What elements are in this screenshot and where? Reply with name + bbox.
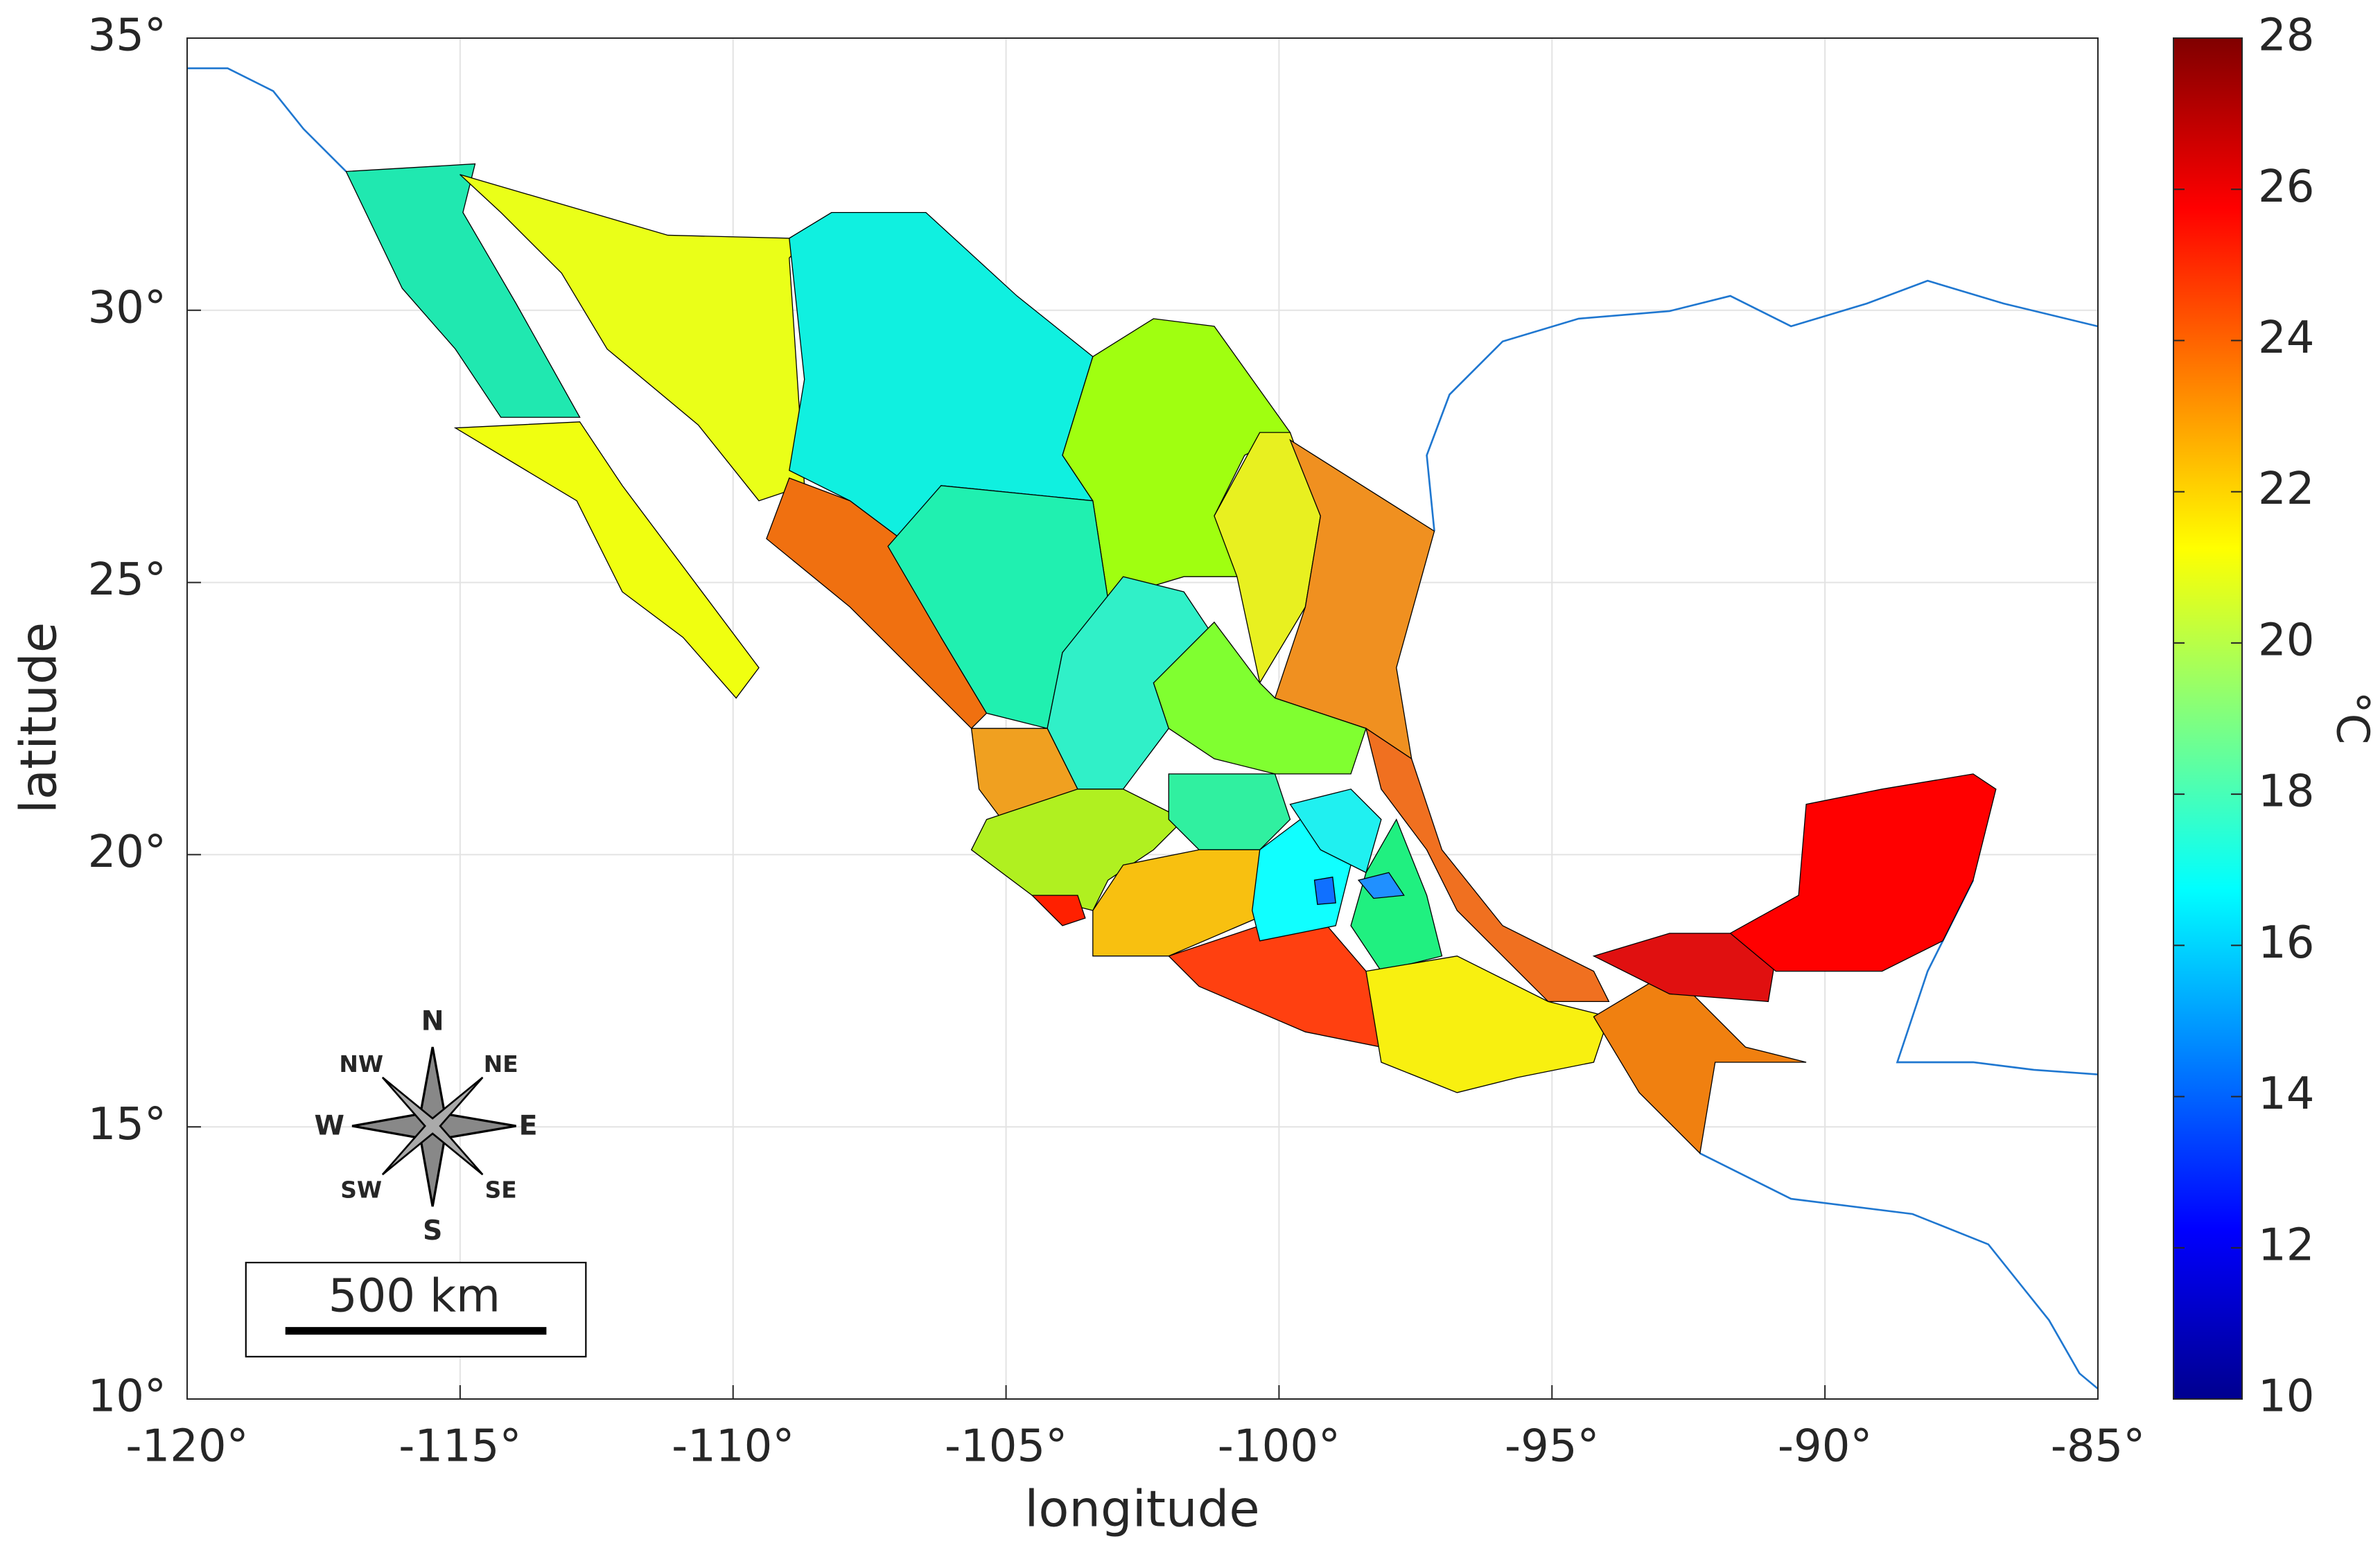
y-tick-label: 35° (88, 10, 166, 62)
compass-label: SW (340, 1177, 382, 1204)
colorbar-tick-label: 10 (2258, 1371, 2314, 1423)
map: N NE E SE S SW W NW 500 km (186, 67, 2099, 1389)
colorbar-tick-label: 28 (2258, 10, 2314, 62)
x-axis-label: longitude (1024, 1480, 1259, 1538)
coastline (1699, 1152, 2099, 1389)
x-tick-label: -110° (672, 1421, 794, 1472)
state (453, 421, 760, 699)
axes-box (186, 37, 2099, 1400)
compass-label: N (421, 1005, 444, 1037)
y-tick-label: 20° (88, 827, 166, 878)
colorbar-tick-label: 24 (2258, 313, 2314, 364)
colorbar-tick-label: 26 (2258, 161, 2314, 213)
y-tick-label: 15° (88, 1099, 166, 1150)
x-tick-label: -90° (1778, 1421, 1873, 1472)
y-axis-label: latitude (10, 622, 68, 813)
state (1168, 773, 1291, 851)
x-tick-label: -105° (945, 1421, 1067, 1472)
state (1313, 877, 1336, 905)
compass-label: W (314, 1110, 344, 1142)
state (766, 477, 988, 730)
compass-label: S (423, 1215, 442, 1247)
y-tick-label: 10° (88, 1371, 166, 1423)
state (1357, 872, 1405, 899)
coastline (1426, 279, 2098, 531)
colorbar-tick-label: 16 (2258, 917, 2314, 969)
state (1593, 970, 1807, 1154)
state (1729, 773, 1997, 972)
x-tick-label: -115° (399, 1421, 521, 1472)
y-tick-label: 25° (88, 554, 166, 606)
colorbar-label: °C (2326, 692, 2377, 745)
colorbar-tick-label: 14 (2258, 1068, 2314, 1120)
x-tick-label: -95° (1505, 1421, 1600, 1472)
scale-bar: 500 km (245, 1261, 587, 1357)
colorbar-tick-label: 22 (2258, 464, 2314, 515)
colorbar-tick-label: 20 (2258, 615, 2314, 666)
x-tick-label: -100° (1218, 1421, 1340, 1472)
compass-label: NE (484, 1051, 518, 1077)
compass-label: E (519, 1110, 538, 1142)
y-tick-label: 30° (88, 282, 166, 333)
colorbar (2173, 37, 2243, 1400)
state (1031, 895, 1086, 926)
state (1289, 789, 1382, 874)
coastline (186, 67, 347, 173)
coastline (1896, 879, 2098, 1075)
state (1153, 621, 1367, 775)
compass: N NE E SE S SW W NW (314, 1005, 537, 1247)
state (1365, 956, 1610, 1093)
colorbar-tick-label: 12 (2258, 1220, 2314, 1271)
state (1365, 727, 1610, 1003)
x-tick-label: -120° (125, 1421, 248, 1472)
colorbar-tick-label: 18 (2258, 766, 2314, 818)
compass-label: SE (485, 1177, 517, 1204)
scale-bar-label: 500 km (329, 1270, 500, 1323)
compass-label: NW (339, 1051, 383, 1077)
x-tick-label: -85° (2051, 1421, 2146, 1472)
state (460, 174, 832, 502)
